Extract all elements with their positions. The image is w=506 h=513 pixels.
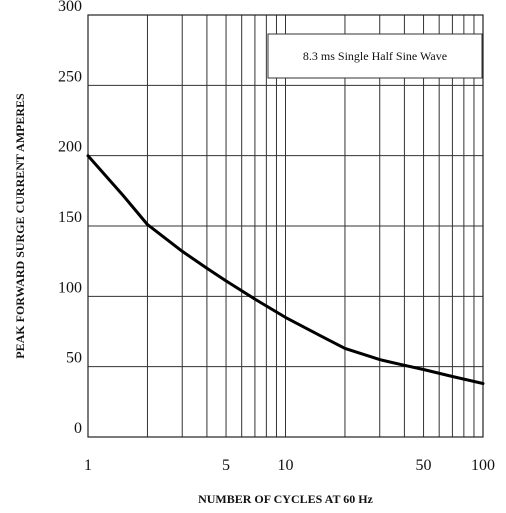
y-tick-labels: 0 50 100 150 200 250 300	[58, 0, 82, 437]
plot-border	[87, 14, 484, 438]
y-axis-title: PEAK FORWARD SURGE CURRENT AMPERES	[13, 93, 27, 359]
annotation-box	[267, 33, 483, 79]
x-tick-labels: 1 5 10 50 100	[84, 457, 495, 474]
grid	[88, 15, 483, 437]
plot-frame	[87, 14, 484, 438]
x-tick-label: 100	[471, 457, 495, 474]
x-tick-label: 10	[278, 457, 294, 474]
annotation-text: 8.3 ms Single Half Sine Wave	[303, 49, 447, 63]
x-axis-title: NUMBER OF CYCLES AT 60 Hz	[198, 492, 373, 506]
y-tick-label: 100	[58, 279, 82, 296]
y-tick-label: 50	[66, 350, 82, 367]
series-line	[86, 154, 485, 385]
x-tick-label: 50	[416, 457, 432, 474]
y-tick-label: 150	[58, 209, 82, 226]
y-tick-label: 300	[58, 0, 82, 15]
x-tick-label: 5	[222, 457, 230, 474]
y-tick-label: 250	[58, 68, 82, 85]
series-layer	[86, 154, 485, 385]
y-tick-label: 0	[74, 420, 82, 437]
y-tick-label: 200	[58, 139, 82, 156]
x-tick-label: 1	[84, 457, 92, 474]
